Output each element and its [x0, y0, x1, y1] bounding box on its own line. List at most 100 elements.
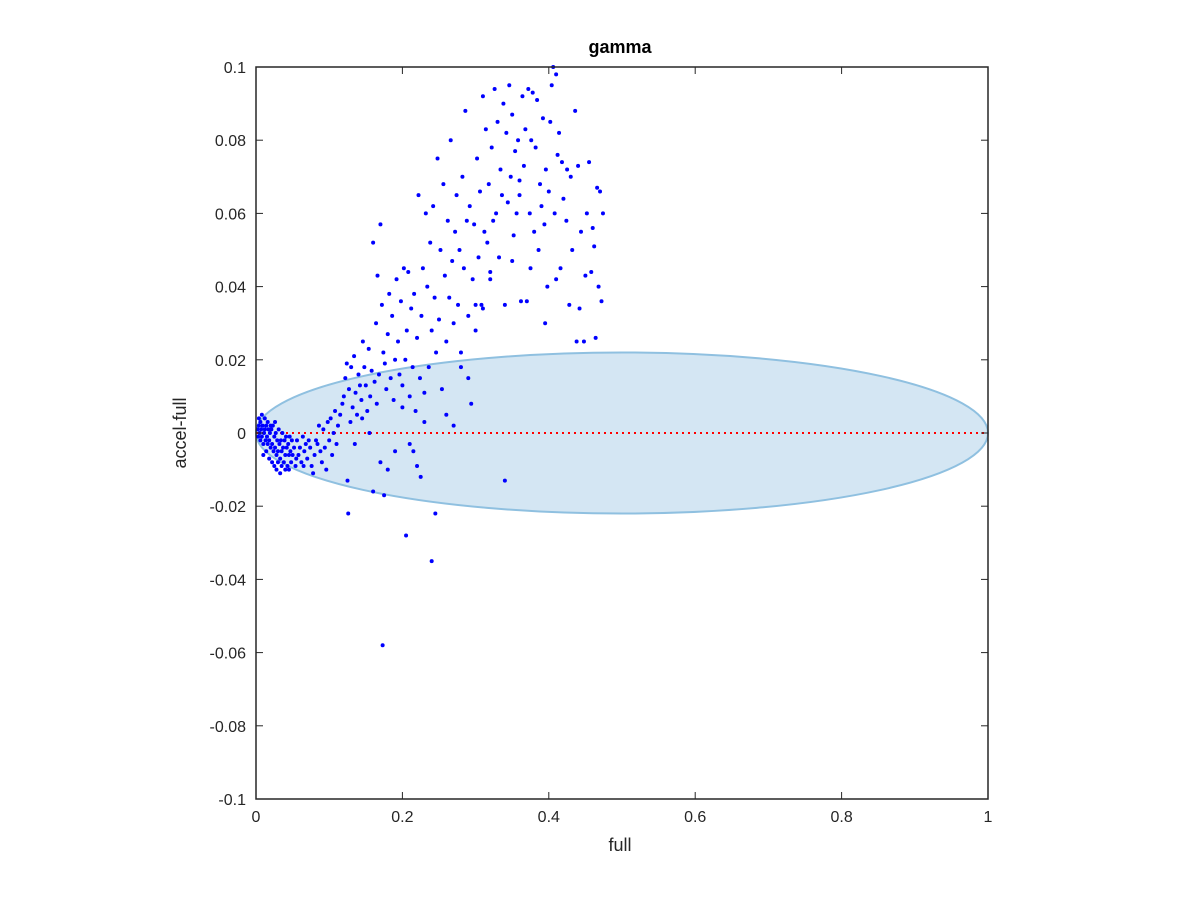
data-point: [573, 108, 578, 113]
x-tick-label: 1: [984, 809, 993, 826]
y-tick-label: 0.02: [215, 353, 246, 370]
data-point: [294, 438, 299, 443]
data-point: [543, 167, 548, 172]
data-point: [589, 269, 594, 274]
data-point: [423, 211, 428, 216]
data-point: [374, 321, 379, 326]
data-point: [374, 401, 379, 406]
data-point: [333, 409, 338, 414]
data-point: [501, 101, 506, 106]
data-point: [559, 160, 564, 165]
data-point: [335, 423, 340, 428]
data-point: [499, 193, 504, 198]
data-point: [526, 86, 531, 91]
data-point: [267, 456, 272, 461]
data-point: [275, 438, 280, 443]
data-point: [416, 193, 421, 198]
data-point: [316, 423, 321, 428]
data-point: [407, 441, 412, 446]
data-point: [328, 416, 333, 421]
data-point: [267, 438, 272, 443]
data-point: [482, 229, 487, 234]
data-point: [376, 372, 381, 377]
y-tick-label: 0.1: [224, 60, 246, 77]
data-point: [274, 467, 279, 472]
data-point: [600, 211, 605, 216]
data-point: [256, 434, 261, 439]
data-point: [596, 284, 601, 289]
data-point: [532, 229, 537, 234]
data-point: [273, 420, 278, 425]
y-tick-label: 0.08: [215, 133, 246, 150]
data-point: [513, 149, 518, 154]
data-point: [264, 449, 269, 454]
data-point: [441, 182, 446, 187]
data-point: [378, 222, 383, 227]
data-point: [296, 452, 301, 457]
data-point: [428, 240, 433, 245]
data-point: [475, 156, 480, 161]
data-point: [548, 119, 553, 124]
y-tick-label: -0.08: [210, 719, 247, 736]
data-point: [381, 350, 386, 355]
data-point: [368, 394, 373, 399]
data-point: [270, 460, 275, 465]
data-point: [473, 328, 478, 333]
data-point: [480, 94, 485, 99]
data-point: [422, 420, 427, 425]
data-point: [400, 383, 405, 388]
x-tick-label: 0.2: [391, 809, 413, 826]
data-point: [390, 313, 395, 318]
data-point: [429, 559, 434, 564]
data-point: [538, 182, 543, 187]
data-point: [273, 445, 278, 450]
data-point: [502, 302, 507, 307]
data-point: [458, 365, 463, 370]
data-point: [400, 405, 405, 410]
data-point: [350, 405, 355, 410]
data-point: [479, 302, 484, 307]
y-tick-label: 0.06: [215, 206, 246, 223]
x-tick-label: 0.4: [538, 809, 560, 826]
data-point: [378, 460, 383, 465]
data-point: [308, 445, 313, 450]
data-point: [375, 273, 380, 278]
data-point: [574, 339, 579, 344]
data-point: [486, 182, 491, 187]
data-point: [545, 284, 550, 289]
data-point: [554, 72, 559, 77]
data-point: [401, 266, 406, 271]
data-point: [426, 365, 431, 370]
data-point: [321, 427, 326, 432]
data-point: [311, 471, 316, 476]
data-point: [258, 438, 263, 443]
data-point: [362, 365, 367, 370]
data-point: [283, 467, 288, 472]
data-point: [413, 409, 418, 414]
data-point: [517, 193, 522, 198]
data-point: [382, 493, 387, 498]
data-point: [388, 376, 393, 381]
data-point: [442, 273, 447, 278]
data-point: [325, 420, 330, 425]
data-point: [568, 174, 573, 179]
data-point: [529, 138, 534, 143]
data-point: [520, 94, 525, 99]
x-tick-label: 0.6: [684, 809, 706, 826]
data-point: [322, 445, 327, 450]
data-point: [457, 248, 462, 252]
data-point: [507, 83, 512, 88]
data-point: [552, 211, 557, 216]
data-point: [269, 427, 274, 432]
data-point: [445, 218, 450, 223]
data-point: [555, 152, 560, 157]
data-point: [539, 204, 544, 209]
data-point: [286, 467, 291, 472]
data-point: [472, 222, 477, 227]
data-point: [279, 449, 284, 454]
data-point: [517, 178, 522, 183]
data-point: [454, 193, 459, 198]
data-point: [510, 112, 515, 117]
data-point: [286, 452, 291, 457]
